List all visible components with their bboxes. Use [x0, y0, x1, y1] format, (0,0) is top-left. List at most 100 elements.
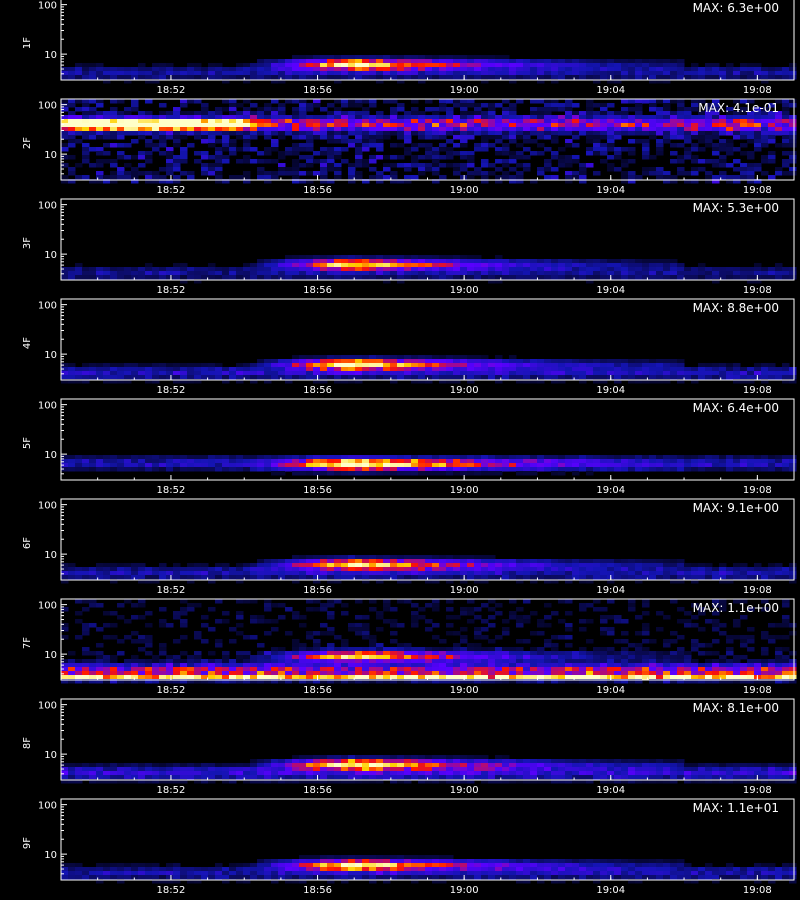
- heatmap-cell: [117, 151, 125, 156]
- heatmap-cell: [509, 127, 517, 132]
- heatmap-cell: [145, 155, 153, 160]
- heatmap-cell: [103, 567, 111, 572]
- heatmap-cell: [75, 679, 83, 684]
- heatmap-cell: [761, 375, 769, 380]
- heatmap-cell: [236, 71, 244, 76]
- heatmap-cell: [82, 67, 90, 72]
- heatmap-cell: [621, 463, 629, 468]
- heatmap-cell: [670, 175, 678, 180]
- heatmap-cell: [152, 123, 160, 128]
- heatmap-cell: [250, 147, 258, 152]
- heatmap-cell: [495, 75, 503, 80]
- heatmap-cell: [474, 567, 482, 572]
- heatmap-cell: [397, 659, 405, 664]
- heatmap-cell: [397, 275, 405, 280]
- heatmap-cell: [719, 271, 727, 276]
- heatmap-cell: [82, 75, 90, 80]
- heatmap-cell: [75, 371, 83, 376]
- heatmap-cell: [726, 163, 734, 168]
- heatmap-cell: [348, 103, 356, 108]
- heatmap-cell: [628, 371, 636, 376]
- heatmap-cell: [432, 59, 440, 64]
- heatmap-cell: [586, 571, 594, 576]
- heatmap-cell: [341, 271, 349, 276]
- heatmap-cell: [614, 375, 622, 380]
- heatmap-cell: [663, 115, 671, 120]
- heatmap-cell: [474, 271, 482, 276]
- heatmap-cell: [383, 363, 391, 368]
- heatmap-cell: [187, 275, 195, 280]
- heatmap-cell: [600, 103, 608, 108]
- heatmap-cell: [600, 71, 608, 76]
- heatmap-cell: [278, 263, 286, 268]
- heatmap-cell: [614, 459, 622, 464]
- heatmap-cell: [516, 131, 524, 136]
- heatmap-cell: [502, 127, 510, 132]
- heatmap-cell: [215, 115, 223, 120]
- heatmap-cell: [516, 175, 524, 180]
- heatmap-cell: [642, 67, 650, 72]
- heatmap-cell: [215, 63, 223, 68]
- heatmap-cell: [89, 375, 97, 380]
- heatmap-cell: [453, 63, 461, 68]
- heatmap-cell: [439, 675, 447, 680]
- heatmap-cell: [432, 271, 440, 276]
- heatmap-cell: [89, 107, 97, 112]
- heatmap-cell: [453, 167, 461, 172]
- heatmap-cell: [495, 127, 503, 132]
- heatmap-cell: [656, 139, 664, 144]
- heatmap-cell: [285, 367, 293, 372]
- heatmap-cell: [159, 271, 167, 276]
- heatmap-cell: [369, 371, 377, 376]
- y-tick-label: 10: [44, 550, 57, 561]
- heatmap-cell: [243, 131, 251, 136]
- heatmap-cell: [313, 71, 321, 76]
- heatmap-cell: [194, 379, 202, 384]
- heatmap-cell: [320, 59, 328, 64]
- heatmap-cell: [621, 455, 629, 460]
- heatmap-cell: [439, 575, 447, 580]
- heatmap-cell: [740, 75, 748, 80]
- heatmap-cell: [271, 567, 279, 572]
- heatmap-cell: [537, 571, 545, 576]
- heatmap-cell: [334, 107, 342, 112]
- panel-label: 4F: [22, 337, 33, 349]
- heatmap-cell: [607, 267, 615, 272]
- heatmap-cell: [425, 359, 433, 364]
- heatmap-cell: [369, 271, 377, 276]
- heatmap-cell: [180, 103, 188, 108]
- heatmap-cell: [75, 619, 83, 624]
- heatmap-cell: [236, 371, 244, 376]
- heatmap-cell: [285, 119, 293, 124]
- heatmap-cell: [355, 99, 363, 104]
- heatmap-cell: [75, 107, 83, 112]
- heatmap-cell: [173, 155, 181, 160]
- heatmap-cell: [187, 271, 195, 276]
- heatmap-cell: [565, 63, 573, 68]
- heatmap-cell: [285, 467, 293, 472]
- heatmap-cell: [698, 271, 706, 276]
- heatmap-cell: [215, 275, 223, 280]
- heatmap-cell: [313, 471, 321, 476]
- heatmap-cell: [215, 467, 223, 472]
- heatmap-cell: [390, 607, 398, 612]
- heatmap-cell: [320, 655, 328, 660]
- heatmap-cell: [103, 363, 111, 368]
- heatmap-cell: [341, 123, 349, 128]
- heatmap-cell: [306, 71, 314, 76]
- heatmap-cell: [264, 463, 272, 468]
- heatmap-cell: [572, 67, 580, 72]
- heatmap-cell: [138, 459, 146, 464]
- heatmap-cell: [691, 107, 699, 112]
- heatmap-cell: [698, 463, 706, 468]
- heatmap-cell: [621, 71, 629, 76]
- heatmap-cell: [313, 367, 321, 372]
- heatmap-cell: [621, 363, 629, 368]
- heatmap-cell: [75, 663, 83, 668]
- heatmap-cell: [194, 679, 202, 684]
- heatmap-cell: [103, 71, 111, 76]
- heatmap-cell: [194, 671, 202, 676]
- heatmap-cell: [460, 155, 468, 160]
- heatmap-cell: [509, 559, 517, 564]
- heatmap-cell: [656, 115, 664, 120]
